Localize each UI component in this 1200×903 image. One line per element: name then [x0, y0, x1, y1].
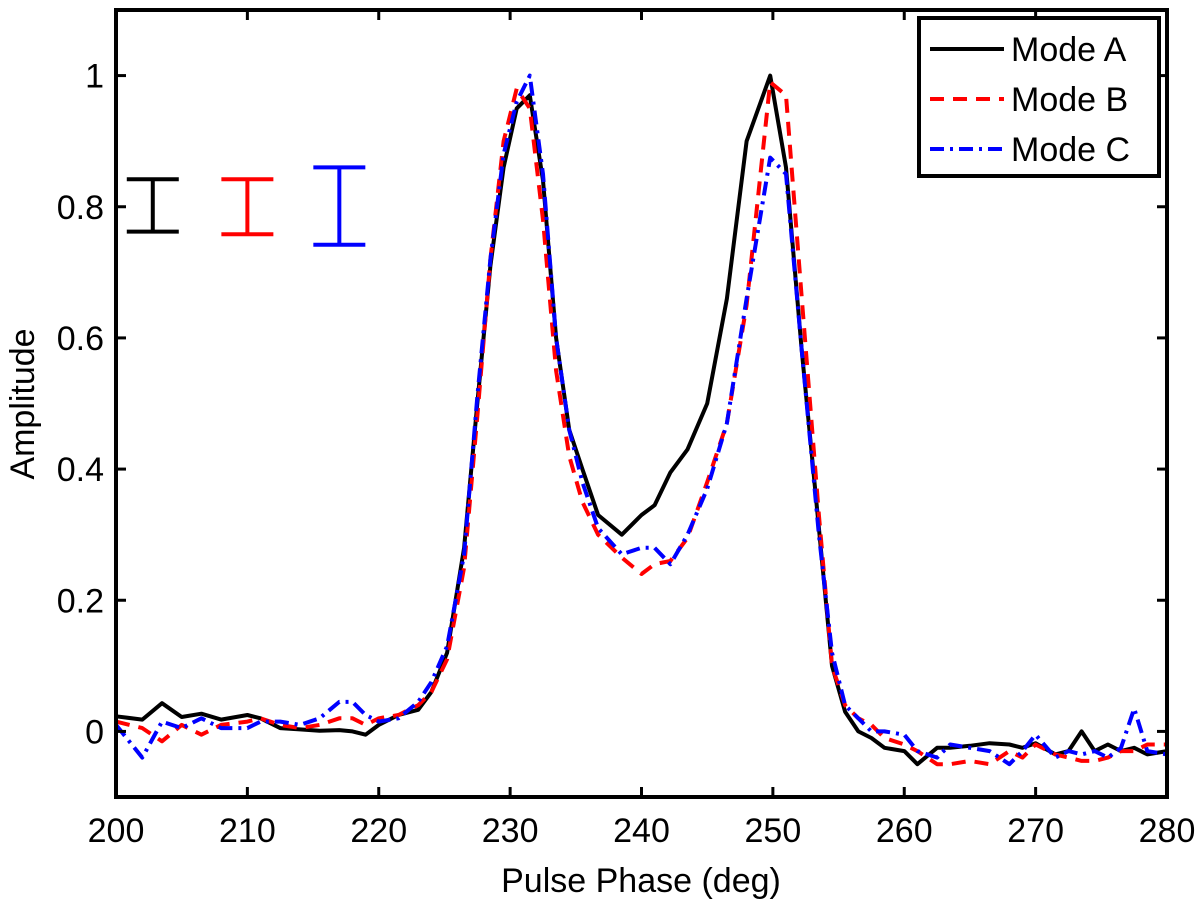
- x-tick-label: 280: [1139, 812, 1196, 850]
- series-line-mode-c: [114, 73, 1168, 767]
- x-tick-label: 220: [350, 812, 407, 850]
- axes-frame: [114, 8, 1169, 799]
- y-tick-label: 0.2: [57, 582, 104, 620]
- x-tick-label: 200: [88, 812, 145, 850]
- y-axis-label: Amplitude: [4, 328, 42, 479]
- tick-labels: 200 210 220 230 240 250 260 270 280 0 0.2 0.4 0.6 0.8…: [57, 58, 1196, 850]
- y-tick-label: 1: [85, 58, 104, 96]
- y-tick-label: 0.6: [57, 320, 104, 358]
- legend: Mode A Mode B Mode C: [917, 16, 1161, 178]
- x-tick-label: 210: [219, 812, 276, 850]
- x-tick-label: 230: [482, 812, 539, 850]
- series-line-mode-a: [115, 73, 1168, 767]
- plot-lines: [114, 73, 1168, 767]
- x-tick-label: 260: [876, 812, 933, 850]
- x-axis-label: Pulse Phase (deg): [501, 862, 781, 900]
- error-bar-mode-c: [313, 165, 366, 247]
- error-bars: [126, 165, 366, 247]
- x-tick-label: 240: [613, 812, 670, 850]
- legend-label-mode-a: Mode A: [1011, 31, 1127, 69]
- y-tick-label: 0: [85, 713, 104, 751]
- legend-label-mode-b: Mode B: [1011, 81, 1128, 119]
- error-bar-mode-b: [221, 177, 274, 237]
- x-tick-label: 270: [1007, 812, 1064, 850]
- legend-label-mode-c: Mode C: [1011, 131, 1130, 169]
- x-tick-label: 250: [745, 812, 802, 850]
- error-bar-mode-a: [126, 177, 179, 234]
- series-line-mode-b: [115, 80, 1167, 767]
- y-tick-label: 0.4: [57, 451, 104, 489]
- y-tick-label: 0.8: [57, 189, 104, 227]
